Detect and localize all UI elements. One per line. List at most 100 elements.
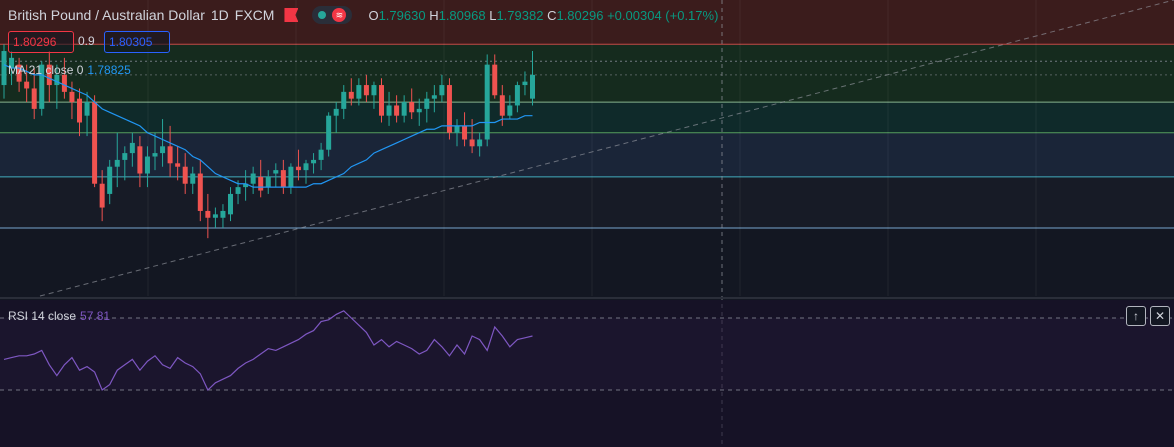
candle-body — [371, 85, 377, 96]
candle — [144, 146, 150, 188]
candle-body — [205, 210, 211, 218]
candle — [31, 68, 37, 120]
rsi-legend-value: 57.81 — [80, 309, 111, 323]
candle — [288, 163, 294, 194]
candle — [348, 78, 354, 106]
candle — [492, 54, 498, 99]
candle — [318, 142, 324, 171]
candle — [454, 119, 460, 147]
rsi-legend[interactable]: RSI 14 close 57.81 — [8, 309, 110, 323]
ma-21-line — [3, 64, 533, 188]
ma-legend-value: 1.78825 — [87, 63, 131, 77]
candle — [341, 85, 347, 120]
zone-band — [0, 227, 1174, 296]
candle-body — [348, 91, 354, 99]
candle — [107, 159, 113, 205]
candle — [530, 51, 535, 106]
candle-body — [228, 193, 233, 215]
candle-body — [446, 85, 452, 133]
open-label: O — [368, 7, 379, 23]
rsi-background — [0, 300, 1174, 447]
candle — [220, 204, 226, 228]
close-pane-button[interactable]: ✕ — [1150, 306, 1170, 326]
candle — [424, 91, 430, 123]
candle-body — [454, 125, 460, 133]
move-pane-up-button[interactable]: ↑ — [1126, 306, 1146, 326]
candle — [137, 136, 143, 188]
candle — [469, 119, 475, 154]
candle-body — [431, 95, 437, 99]
candle-body — [492, 64, 498, 96]
candle-body — [190, 173, 196, 184]
candle-body — [152, 153, 158, 157]
ma-legend[interactable]: MA 21 close 0 1.78825 — [8, 63, 131, 77]
candle-body — [477, 139, 483, 147]
candle — [386, 91, 392, 126]
candle-body — [522, 81, 528, 86]
candle-body — [530, 74, 535, 99]
candle — [114, 132, 120, 188]
market-open-icon — [318, 11, 327, 19]
low-value: 1.79382 — [496, 7, 544, 23]
candle — [250, 166, 256, 194]
candle — [462, 112, 468, 147]
candle-body — [84, 102, 90, 116]
candle-body — [250, 173, 256, 184]
symbol-name[interactable]: British Pound / Australian Dollar — [8, 7, 205, 23]
bid-price-button[interactable]: 1.80296 — [8, 31, 74, 53]
ask-price-button[interactable]: 1.80305 — [104, 31, 170, 53]
candle-body — [144, 156, 150, 174]
candle-body — [416, 108, 422, 113]
zone-band — [0, 0, 1174, 45]
candle — [228, 187, 233, 222]
candle-body — [114, 159, 120, 167]
zone-band — [0, 132, 1174, 177]
candle — [439, 74, 445, 103]
candle — [243, 170, 249, 201]
candle — [122, 146, 128, 181]
trendline-segment — [39, 0, 1174, 297]
candle — [99, 170, 105, 222]
candle-body — [31, 88, 37, 109]
candle — [295, 149, 301, 181]
pane-controls: ↑ ✕ — [1126, 306, 1170, 326]
interval-label[interactable]: 1D — [210, 7, 229, 23]
candle — [197, 159, 203, 222]
candle — [477, 132, 483, 157]
flag-icon[interactable] — [284, 8, 299, 22]
candle — [379, 78, 384, 123]
candle-body — [469, 139, 475, 147]
price-zones — [0, 0, 1174, 296]
candle — [401, 95, 407, 123]
candle-body — [175, 163, 181, 167]
candle — [446, 78, 452, 140]
zone-band — [0, 102, 1174, 133]
candle — [152, 132, 158, 171]
candle-body — [137, 146, 143, 174]
candle-body — [311, 159, 317, 164]
candle-body — [46, 64, 52, 86]
candle — [92, 95, 98, 188]
candle-body — [235, 187, 241, 194]
candle-body — [1, 51, 7, 86]
candle-body — [182, 166, 188, 184]
candle — [160, 119, 166, 167]
candle — [61, 57, 67, 99]
market-status-pill[interactable]: ≋ — [312, 6, 353, 24]
candle-body — [160, 146, 166, 154]
candle-body — [424, 98, 430, 109]
candle-body — [386, 105, 392, 116]
candle-body — [333, 108, 339, 116]
ma-legend-label: MA 21 close 0 — [8, 63, 84, 77]
candle-body — [288, 166, 294, 188]
candle — [84, 91, 90, 137]
candle — [129, 132, 135, 167]
candle-body — [341, 91, 347, 109]
candle-body — [9, 57, 15, 69]
candle — [16, 57, 22, 92]
candle-body — [273, 170, 279, 174]
candle — [175, 146, 181, 181]
candle — [484, 54, 490, 147]
candle — [46, 51, 52, 103]
